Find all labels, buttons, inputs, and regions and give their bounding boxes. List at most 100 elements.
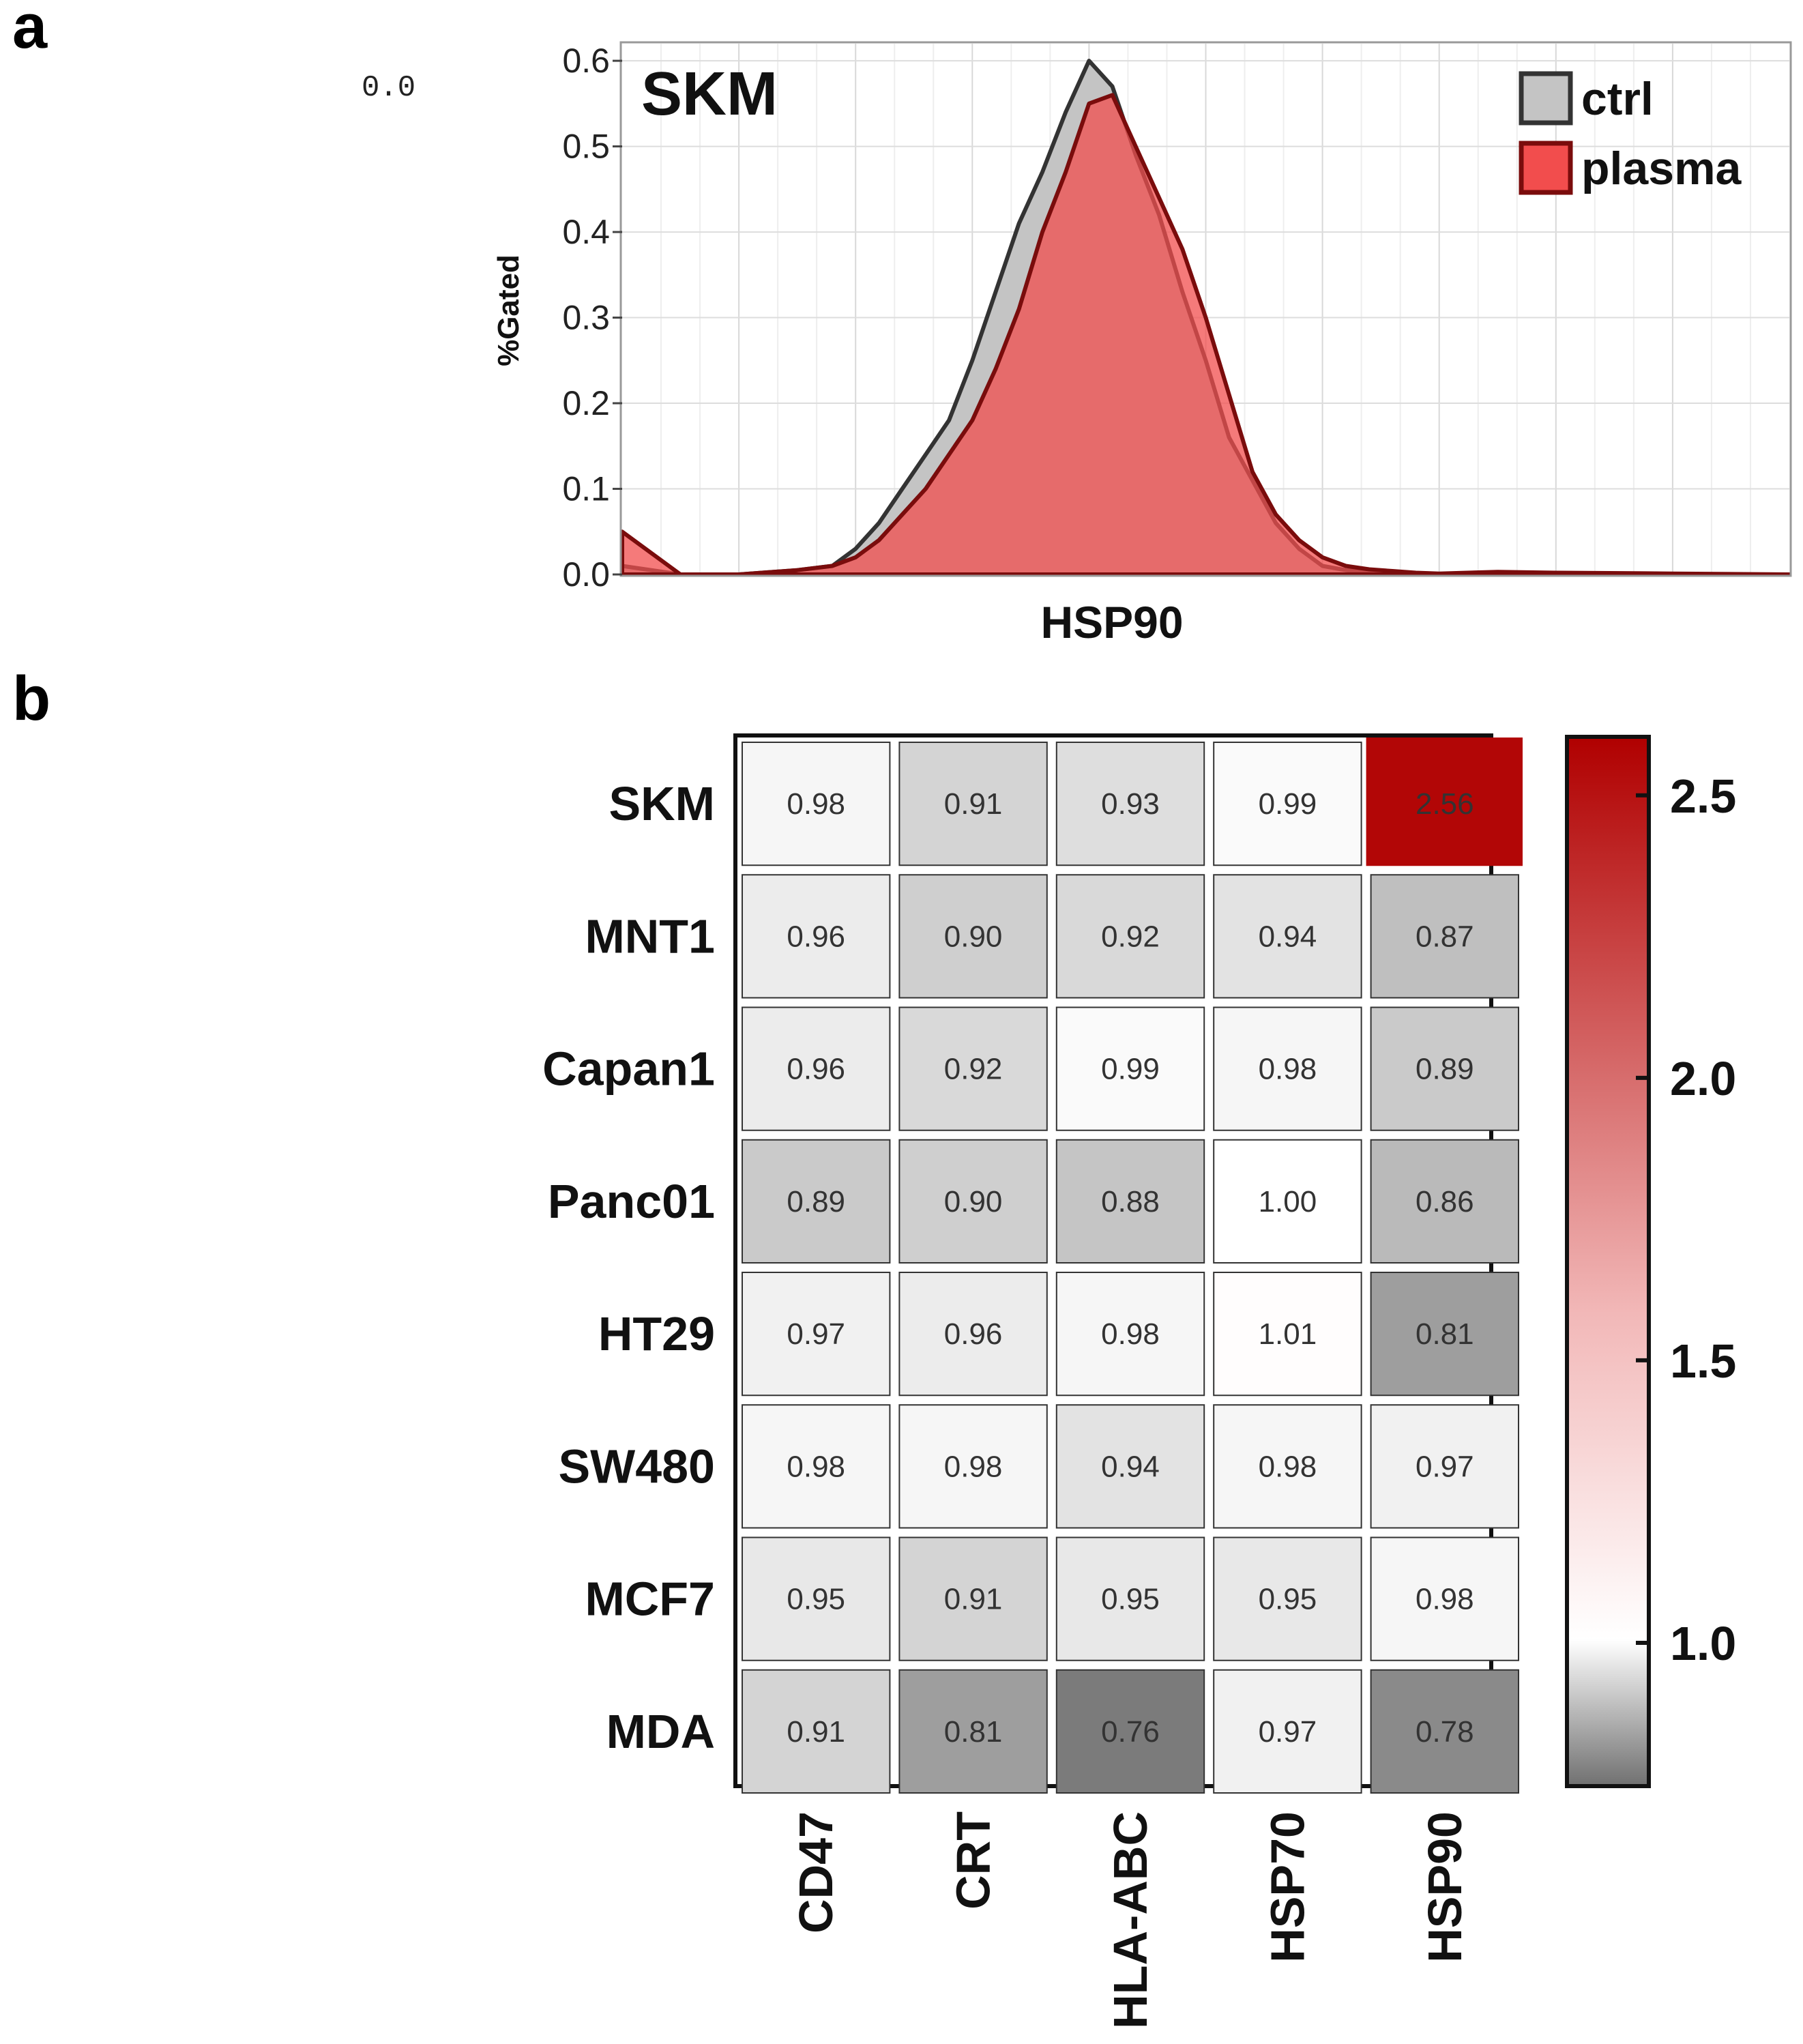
cell-value-label: 2.56 (1416, 787, 1474, 821)
cell-value-label: 0.90 (944, 1185, 1003, 1218)
cell-value-label: 0.94 (1259, 920, 1317, 953)
row-label: SKM (609, 777, 715, 830)
row-labels: SKM MNT1 Capan1 Panc01 HT29 SW480 MCF7 MDA (542, 777, 715, 1758)
cell-value-label: 0.98 (787, 787, 845, 821)
heatmap-cell (898, 1669, 1048, 1794)
cell-value-label: 0.89 (787, 1185, 845, 1218)
cell-value-label: 0.98 (1259, 1053, 1317, 1086)
cell-value-label: 0.98 (1259, 1450, 1317, 1483)
cell-value-label: 0.94 (1101, 1450, 1160, 1483)
cell-value-label: 0.98 (1101, 1317, 1160, 1351)
cell-value-label: 0.89 (1416, 1053, 1474, 1086)
cell-value-label: 0.96 (787, 920, 845, 953)
cell-value-label: 0.95 (787, 1583, 845, 1616)
colorbar-tick-label: 2.0 (1670, 1052, 1736, 1105)
cell-value-label: 0.81 (944, 1715, 1003, 1749)
heatmap-cell (1213, 742, 1362, 866)
cell-value-label: 0.99 (1101, 1053, 1160, 1086)
legend-label-plasma: plasma (1581, 143, 1742, 194)
histogram-series (620, 59, 1791, 576)
heatmap-cell (898, 874, 1048, 999)
y-tick-label: 0.3 (562, 299, 610, 337)
heatmap-cell (1370, 1669, 1519, 1794)
cell-value-label: 0.95 (1101, 1583, 1160, 1616)
cell-value-label: 0.96 (787, 1053, 845, 1086)
y-tick-label: 0.6 (562, 42, 610, 80)
heatmap-cell (1213, 1272, 1362, 1397)
heatmap-cell (1370, 874, 1519, 999)
heatmap-cell (1370, 1139, 1519, 1264)
column-label: CRT (947, 1811, 1000, 1910)
cell-value-label: 0.87 (1416, 920, 1474, 953)
row-label: Panc01 (548, 1175, 715, 1228)
heatmap-cell (1213, 1139, 1362, 1264)
heatmap-cell (742, 1272, 891, 1397)
cell-value-label: 0.91 (944, 787, 1003, 821)
legend: ctrl plasma (1519, 71, 1742, 195)
y-tick-label: 0.2 (562, 384, 610, 422)
colorbar-tick-label: 1.0 (1670, 1617, 1736, 1670)
row-label: HT29 (598, 1307, 715, 1360)
colorbar-tick-label: 1.5 (1670, 1334, 1736, 1388)
stray-tick-label: 0.0 (362, 71, 415, 105)
cell-value-label: 0.76 (1101, 1715, 1160, 1749)
colorbar-tick-label: 2.5 (1670, 770, 1736, 823)
legend-label-ctrl: ctrl (1581, 73, 1654, 125)
heatmap-cell (1370, 1272, 1519, 1397)
heatmap-cell (1055, 1006, 1205, 1131)
heatmap-cell (1213, 1006, 1362, 1131)
y-tick-label: 0.5 (562, 128, 610, 166)
heatmap-cell (1213, 1404, 1362, 1529)
row-label: MDA (606, 1705, 715, 1758)
heatmap-cell (1213, 874, 1362, 999)
column-label: HSP70 (1261, 1811, 1314, 1963)
heatmap-cell (898, 1536, 1048, 1661)
heatmap-cell (1055, 1404, 1205, 1529)
cell-value-label: 0.92 (1101, 920, 1160, 953)
heatmap-cell (1213, 1669, 1362, 1794)
cell-value-label: 0.93 (1101, 787, 1160, 821)
heatmap-cell (898, 742, 1048, 866)
heatmap-cell (898, 1006, 1048, 1131)
cell-value-label: 0.97 (1416, 1450, 1474, 1483)
heatmap-cell (742, 742, 891, 866)
column-label: CD47 (789, 1811, 842, 1933)
heatmap-cell (742, 1669, 891, 1794)
heatmap-cell (1366, 738, 1523, 866)
cell-value-label: 0.96 (944, 1317, 1003, 1351)
heatmap-cell (742, 874, 891, 999)
cell-value-label: 0.86 (1416, 1185, 1474, 1218)
colorbar: 2.5 2.0 1.5 1.0 (1565, 735, 1736, 1788)
histogram-chart: 0.0 0.1 0.2 0.3 0.4 0.5 0.6 SKM %Gated HSP90 c… (492, 41, 1792, 647)
row-label: MCF7 (585, 1573, 715, 1626)
column-labels: CD47 CRT HLA-ABC HSP70 HSP90 (789, 1811, 1471, 2029)
cell-value-label: 0.95 (1259, 1583, 1317, 1616)
heatmap-cell (742, 1536, 891, 1661)
heatmap-cell (1055, 1139, 1205, 1264)
column-label: HLA-ABC (1104, 1811, 1157, 2029)
heatmap-cell (1370, 1404, 1519, 1529)
heatmap-cell (1213, 1536, 1362, 1661)
heatmap-cells: 0.98 0.91 0.93 0.99 2.56 0.96 0.90 0.92 0.94 0.87… (742, 738, 1523, 1794)
cell-value-label: 1.00 (1259, 1185, 1317, 1218)
cell-value-label: 0.98 (944, 1450, 1003, 1483)
heatmap-cell (1055, 1272, 1205, 1397)
plot-frame (619, 41, 1792, 577)
heatmap-cell (898, 1139, 1048, 1264)
cell-value-label: 0.97 (1259, 1715, 1317, 1749)
chart-title: SKM (641, 60, 778, 128)
panel-label-a: a (12, 0, 48, 61)
heatmap-cell (898, 1272, 1048, 1397)
colorbar-ticks: 2.5 2.0 1.5 1.0 (1636, 770, 1736, 1670)
cell-value-label: 0.91 (944, 1583, 1003, 1616)
heatmap-cell (1055, 1669, 1205, 1794)
row-label: MNT1 (585, 909, 715, 963)
cell-value-label: 0.99 (1259, 787, 1317, 821)
heatmap-cell (1370, 1006, 1519, 1131)
row-label: SW480 (558, 1440, 715, 1493)
cell-value-label: 0.78 (1416, 1715, 1474, 1749)
heatmap-cell (1055, 874, 1205, 999)
x-axis-label: HSP90 (1040, 597, 1183, 647)
panel-label-b: b (12, 664, 50, 733)
